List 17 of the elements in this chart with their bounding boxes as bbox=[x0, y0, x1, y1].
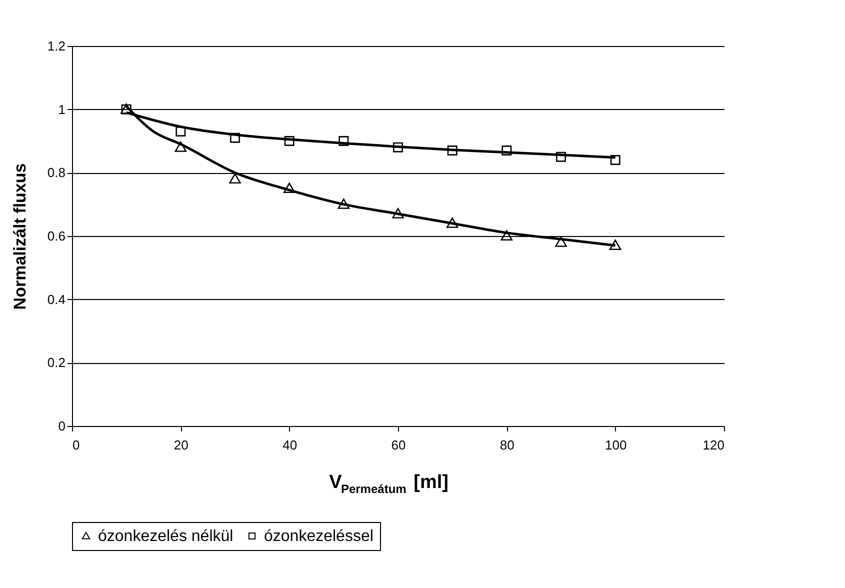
x-tick-label: 40 bbox=[282, 438, 298, 452]
y-tick-label: 0.6 bbox=[47, 228, 66, 244]
y-tick-label: 0 bbox=[58, 418, 66, 434]
y-tick-label: 1.2 bbox=[47, 38, 66, 54]
y-tick-label: 0.2 bbox=[47, 355, 66, 370]
x-tick-label: 80 bbox=[500, 438, 514, 452]
y-tick-label: 0.4 bbox=[47, 292, 66, 307]
y-tick-label: 1 bbox=[58, 102, 66, 117]
x-tick-label: 20 bbox=[174, 438, 188, 452]
x-tick-label: 120 bbox=[702, 438, 724, 452]
y-tick-label: 0.8 bbox=[47, 165, 66, 180]
y-axis-title: Normalizált fluxus bbox=[10, 163, 30, 310]
legend-label: ózonkezeléssel bbox=[264, 528, 374, 545]
x-tick-label: 0 bbox=[72, 438, 80, 452]
x-tick-label: 100 bbox=[604, 438, 627, 452]
legend-label: ózonkezelés nélkül bbox=[98, 528, 234, 545]
x-tick-label: 60 bbox=[391, 438, 406, 452]
